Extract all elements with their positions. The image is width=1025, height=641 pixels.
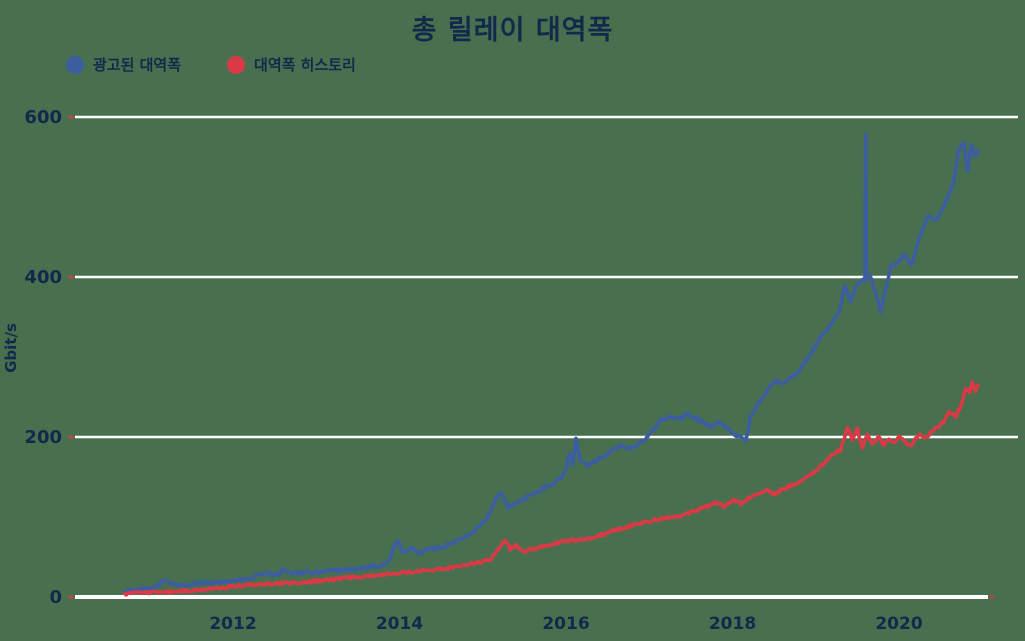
chart-title: 총 릴레이 대역폭 (411, 15, 614, 46)
y-axis-title: Gbit/s (2, 323, 20, 373)
y-tick-label-400: 400 (24, 267, 62, 288)
bandwidth-history-marker-icon (227, 55, 246, 74)
x-tick-label-2020: 2020 (875, 614, 922, 634)
x-tick-label-2012: 2012 (209, 614, 256, 634)
legend-item-bandwidth-history: 대역폭 히스토리 (227, 54, 356, 75)
advertised-bandwidth-line (123, 132, 980, 594)
y-tick-label-200: 200 (24, 427, 62, 448)
legend-label-advertised-bandwidth: 광고된 대역폭 (93, 56, 182, 74)
x-tick-label-2014: 2014 (376, 614, 423, 634)
y-tick-label-600: 600 (24, 107, 62, 128)
x-axis-labels: 2012 2014 2016 2018 2020 (209, 614, 922, 634)
x-tick-label-2016: 2016 (542, 614, 589, 634)
y-tick-label-0: 0 (49, 587, 62, 608)
gridlines (69, 115, 1018, 599)
legend-label-bandwidth-history: 대역폭 히스토리 (254, 56, 356, 74)
y-axis-labels: 0 200 400 600 (24, 107, 62, 608)
advertised-bandwidth-marker-icon (66, 55, 84, 74)
bandwidth-history-line (123, 380, 980, 597)
legend-item-advertised-bandwidth: 광고된 대역폭 (66, 54, 181, 75)
chart-legend: 광고된 대역폭 대역폭 히스토리 (66, 54, 356, 75)
x-tick-label-2018: 2018 (709, 614, 756, 634)
